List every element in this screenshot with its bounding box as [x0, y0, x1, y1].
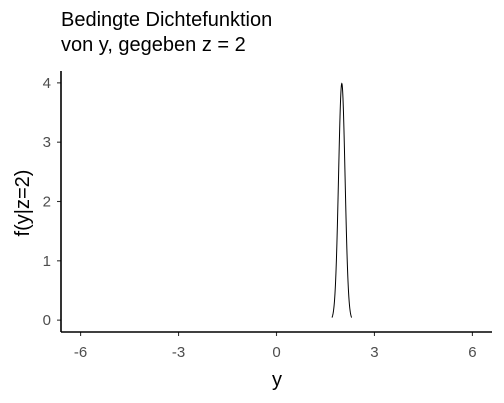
- x-axis-title: y: [272, 369, 282, 391]
- x-tick-label: 0: [272, 344, 280, 361]
- y-axis-title: f(y|z=2): [12, 170, 34, 237]
- density-curve: [331, 82, 353, 318]
- chart-title-line-2: von y, gegeben z = 2: [61, 34, 246, 56]
- x-tick-label: -6: [74, 344, 87, 361]
- y-tick-label: 4: [43, 75, 51, 92]
- y-tick-label: 3: [43, 134, 51, 151]
- chart-title: Bedingte Dichtefunktion von y, gegeben z…: [61, 8, 272, 58]
- x-tick-label: -3: [172, 344, 185, 361]
- y-tick-label: 2: [43, 194, 51, 211]
- series-layer: [331, 82, 353, 318]
- x-axis-ticks: -6 -3 0 3 6: [74, 332, 477, 361]
- y-axis-ticks: 0 1 2 3 4: [43, 75, 61, 329]
- chart-title-line-1: Bedingte Dichtefunktion: [61, 9, 273, 31]
- y-tick-label: 1: [43, 253, 51, 270]
- y-tick-label: 0: [43, 312, 51, 329]
- x-tick-label: 3: [370, 344, 378, 361]
- x-tick-label: 6: [468, 344, 476, 361]
